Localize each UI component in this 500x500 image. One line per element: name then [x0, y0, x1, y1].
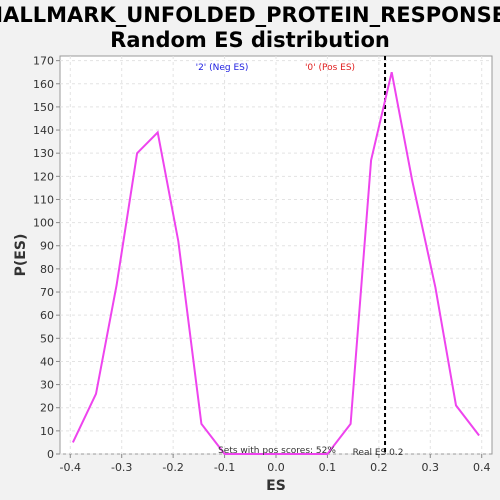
x-tick-label: 0.0 [267, 461, 285, 474]
pos-scores-annotation: Sets with pos scores: 52% [218, 446, 336, 456]
x-tick-label: -0.4 [60, 461, 81, 474]
chart-title-line-2: Random ES distribution [110, 28, 390, 52]
x-tick-label: 0.2 [370, 461, 388, 474]
y-tick-label: 170 [33, 55, 54, 68]
x-axis-label: ES [266, 478, 286, 494]
y-tick-label: 80 [40, 263, 54, 276]
x-tick-label: 0.3 [422, 461, 440, 474]
y-tick-label: 160 [33, 78, 54, 91]
y-tick-label: 100 [33, 217, 54, 230]
chart-title-line-1: HALLMARK_UNFOLDED_PROTEIN_RESPONSE: [0, 3, 500, 27]
y-tick-label: 120 [33, 170, 54, 183]
legend-pos-es: '0' (Pos ES) [305, 63, 355, 73]
y-axis-label: P(ES) [13, 234, 29, 277]
y-tick-label: 70 [40, 286, 54, 299]
x-tick-label: -0.3 [111, 461, 132, 474]
y-tick-label: 90 [40, 240, 54, 253]
x-tick-label: -0.1 [214, 461, 235, 474]
y-tick-label: 140 [33, 124, 54, 137]
real-es-annotation: Real ES 0.2 [353, 448, 404, 458]
y-tick-label: 130 [33, 147, 54, 160]
y-tick-label: 40 [40, 355, 54, 368]
y-tick-label: 50 [40, 332, 54, 345]
x-tick-label: 0.4 [473, 461, 491, 474]
series-line [71, 71, 480, 455]
x-tick-label: 0.1 [319, 461, 337, 474]
y-tick-label: 30 [40, 379, 54, 392]
y-tick-label: 0 [47, 448, 54, 461]
legend-neg-es: '2' (Neg ES) [196, 63, 249, 73]
y-tick-label: 150 [33, 101, 54, 114]
y-tick-label: 20 [40, 402, 54, 415]
y-tick-label: 60 [40, 309, 54, 322]
gridlines [60, 56, 492, 455]
axis-ticks [56, 60, 483, 458]
y-tick-label: 110 [33, 193, 54, 206]
x-tick-label: -0.2 [162, 461, 183, 474]
y-tick-label: 10 [40, 425, 54, 438]
